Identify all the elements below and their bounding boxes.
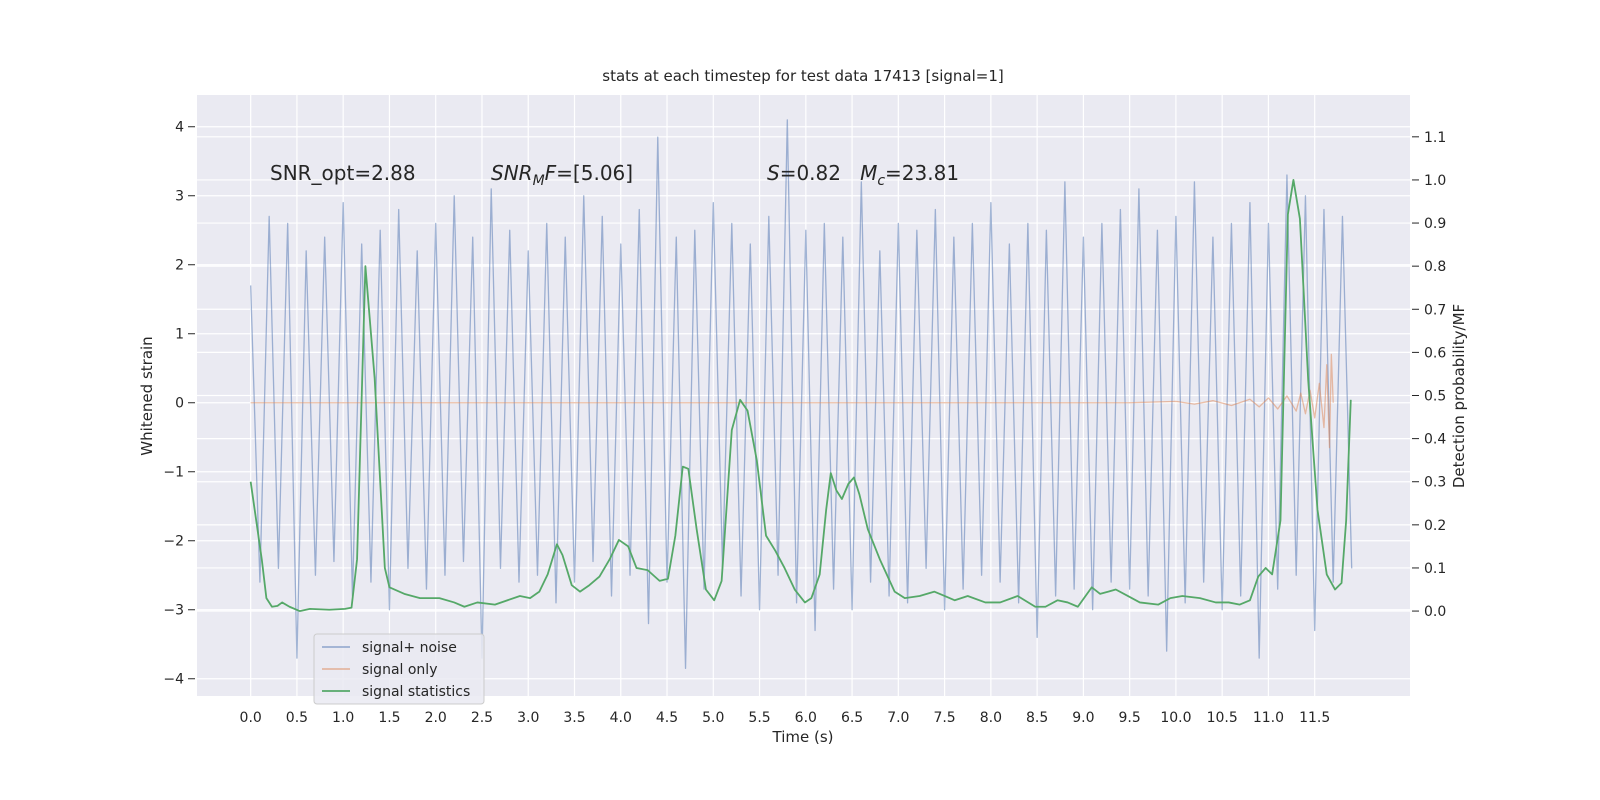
series-line: [250, 119, 1353, 670]
legend: signal+ noise signal only signal statistic…: [313, 633, 485, 705]
y-tick-label: −2: [163, 534, 184, 550]
series-line: [249, 179, 1352, 612]
annotation-part: =[5.06]: [556, 161, 633, 185]
x-tick-label: 1.5: [378, 710, 400, 726]
x-tick-label: 8.5: [1026, 710, 1048, 726]
x-tick-label: 0.0: [240, 710, 262, 726]
y2-tick-label: 0.6: [1424, 345, 1446, 361]
x-tick-label: 0.5: [286, 710, 308, 726]
y2-tick-label: 0.0: [1424, 604, 1446, 620]
x-tick-label: 1.0: [332, 710, 354, 726]
y2-tick-label: 0.9: [1424, 216, 1446, 232]
x-tick-label: 9.0: [1072, 710, 1094, 726]
y2-tick-label: 0.7: [1424, 302, 1446, 318]
annotation: SNRMF=[5.06]: [491, 161, 633, 189]
x-axis-label: Time (s): [772, 728, 834, 746]
x-tick-label: 5.5: [748, 710, 770, 726]
y-tick-label: −4: [163, 672, 184, 688]
y-tick-label: −3: [163, 603, 184, 619]
x-tick-label: 10.5: [1207, 710, 1238, 726]
annotation-part: SNR: [491, 161, 533, 185]
x-tick-label: 4.0: [610, 710, 632, 726]
annotation-part: S: [767, 161, 780, 185]
x-tick-label: 7.0: [887, 710, 909, 726]
legend-label: signal+ noise: [362, 640, 457, 656]
annotation: S=0.82 Mc=23.81: [767, 161, 959, 189]
annotation-part: c: [877, 173, 885, 189]
annotation-part: =23.81: [885, 161, 959, 185]
x-tick-label: 11.5: [1299, 710, 1330, 726]
x-tick-label: 6.5: [841, 710, 863, 726]
y2-tick-label: 0.4: [1424, 432, 1446, 448]
x-tick-label: 2.0: [425, 710, 447, 726]
x-tick-label: 2.5: [471, 710, 493, 726]
x-tick-label: 4.5: [656, 710, 678, 726]
plot-marks: SNR_opt=2.88 SNRMF=[5.06] S=0.82 Mc=23.81: [249, 119, 1353, 670]
y2-tick-label: 0.2: [1424, 518, 1446, 534]
annotation-part: SNR_opt=2.88: [270, 161, 416, 185]
x-tick-label: 5.0: [702, 710, 724, 726]
x-tick-label: 10.0: [1160, 710, 1191, 726]
legend-label: signal only: [362, 662, 437, 678]
annotation: SNR_opt=2.88: [270, 161, 416, 185]
x-tick-label: 3.0: [517, 710, 539, 726]
y2-tick-label: 0.8: [1424, 259, 1446, 275]
y2-tick-label: 0.3: [1424, 475, 1446, 491]
x-tick-label: 7.5: [933, 710, 955, 726]
y-tick-label: 1: [175, 327, 184, 343]
legend-label: signal statistics: [362, 684, 470, 700]
series-line: [250, 353, 1334, 449]
y-tick-label: 4: [175, 120, 184, 136]
annotation-part: M: [860, 161, 877, 185]
x-tick-label: 6.0: [795, 710, 817, 726]
y2-tick-label: 1.0: [1424, 173, 1446, 189]
y-tick-label: 0: [175, 396, 184, 412]
y-axis-label: Whitened strain: [138, 336, 156, 455]
y-tick-label: 2: [175, 258, 184, 274]
grid: [197, 95, 1410, 696]
chart-title: stats at each timestep for test data 174…: [602, 67, 1003, 85]
x-tick-label: 3.5: [563, 710, 585, 726]
y-tick-label: −1: [163, 465, 184, 481]
y2-tick-label: 1.1: [1424, 130, 1446, 146]
x-tick-label: 8.0: [980, 710, 1002, 726]
y2-tick-label: 0.5: [1424, 389, 1446, 405]
annotation-part: =0.82: [780, 161, 860, 185]
annotation-part: F: [545, 161, 557, 185]
x-tick-label: 9.5: [1119, 710, 1141, 726]
y-tick-label: 3: [175, 189, 184, 205]
annotation-part: M: [533, 173, 545, 189]
legend-box: [313, 633, 485, 705]
x-tick-label: 11.0: [1253, 710, 1284, 726]
y2-tick-label: 0.1: [1424, 561, 1446, 577]
y2-axis-label: Detection probability/MF: [1450, 304, 1468, 488]
tick-labels: 0.0 0.5 1.0 1.5 2.0 2.5 3.0 3.5 4.0 4.5 5.0 5.5 6.0 6…: [163, 120, 1446, 726]
